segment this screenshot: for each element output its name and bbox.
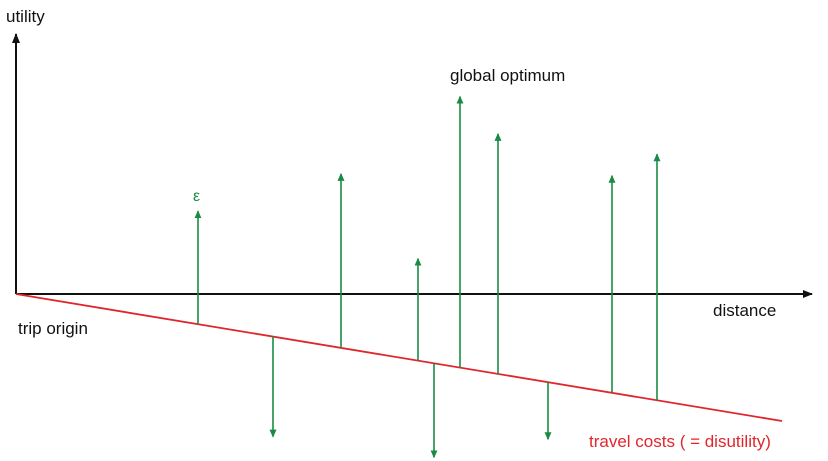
- x-axis-label: distance: [713, 301, 777, 320]
- y-axis-label: utility: [6, 7, 45, 26]
- trip-origin-label: trip origin: [18, 319, 88, 338]
- travel-cost-line: [15, 293, 783, 422]
- global-optimum-label: global optimum: [450, 66, 566, 85]
- utility-arrows: [194, 95, 661, 459]
- travel-costs-label: travel costs ( = disutility): [589, 432, 771, 451]
- epsilon-label: ε: [193, 188, 201, 205]
